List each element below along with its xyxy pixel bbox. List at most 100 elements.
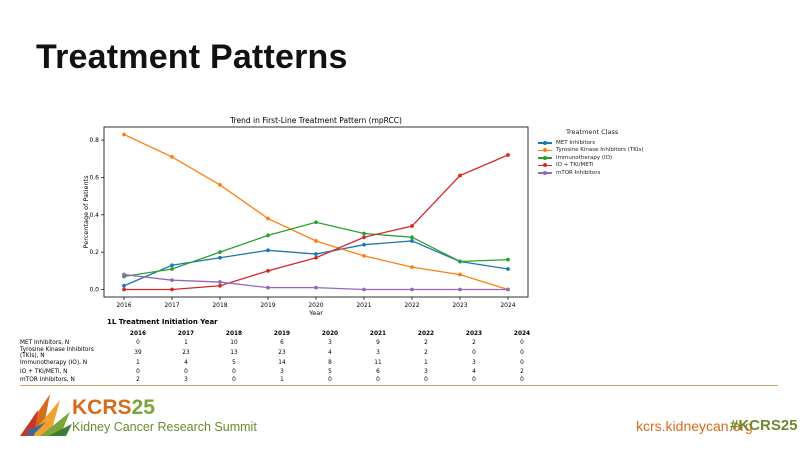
chart-title: Trend in First-Line Treatment Pattern (m…	[229, 116, 402, 125]
row-label: IO + TKI/METi, N	[20, 368, 68, 375]
data-point	[122, 287, 126, 292]
data-point	[170, 278, 174, 283]
website-link[interactable]: kcrs.kidneycan.org	[636, 418, 753, 434]
count-cell: 0	[472, 350, 476, 356]
count-cell: 4	[328, 350, 332, 356]
count-cell: 14	[278, 360, 286, 367]
count-cell: 2	[520, 368, 524, 375]
logo-num: 25	[131, 396, 155, 419]
counts-year-header: 2018	[225, 331, 243, 338]
y-axis-label: Percentage of Patients	[82, 175, 90, 249]
logo-kcrs-text: KCRS25	[72, 396, 155, 420]
count-cell: 2	[136, 377, 140, 384]
count-cell: 0	[328, 377, 332, 384]
kcrs-logo-icon	[20, 394, 72, 436]
count-cell: 0	[472, 377, 476, 384]
logo-kcrs: KCRS	[72, 396, 132, 419]
legend-item: mTOR Inhibitors	[538, 169, 644, 177]
x-tick-label: 2020	[308, 302, 323, 309]
x-axis-label: Year	[308, 309, 323, 317]
series-line	[123, 221, 509, 278]
table-row: Tyrosine Kinase Inhibitors (TKIs), N 39 23…	[20, 347, 546, 359]
legend-label: mTOR Inhibitors	[556, 169, 601, 176]
count-cell: 0	[520, 360, 524, 367]
data-point	[458, 272, 462, 277]
logo-subtitle: Kidney Cancer Research Summit	[72, 420, 257, 434]
x-tick-label: 2022	[404, 302, 419, 309]
row-label: mTOR Inhibitors, N	[20, 377, 75, 384]
legend-label: MET Inhibitors	[556, 139, 596, 146]
legend-label: IO + TKI/METi	[556, 162, 594, 169]
legend-swatch	[538, 147, 552, 154]
table-row: mTOR Inhibitors, N 2 3 0 1 0 0 0 0 0	[20, 376, 546, 385]
legend-item: MET Inhibitors	[538, 139, 644, 147]
data-point	[266, 285, 270, 290]
counts-header-blank	[20, 330, 114, 339]
count-cell: 1	[184, 339, 188, 346]
legend-swatch	[538, 169, 552, 176]
data-point	[170, 287, 174, 292]
data-point	[218, 280, 222, 284]
count-cell: 0	[520, 377, 524, 384]
data-point	[266, 268, 270, 273]
data-point	[506, 287, 510, 292]
data-point	[410, 265, 414, 270]
table-row: MET Inhibitors, N 0 1 10 6 3 9 2 2 0	[20, 339, 546, 348]
counts-year-header: 2021	[369, 331, 387, 338]
legend-swatch	[538, 139, 552, 146]
counts-table-title: 1L Treatment Initiation Year	[107, 318, 218, 326]
count-cell: 6	[280, 339, 284, 346]
series-line	[123, 240, 509, 287]
count-cell: 39	[134, 350, 142, 356]
count-cell: 0	[136, 339, 140, 346]
x-tick-label: 2018	[212, 302, 227, 309]
slide-title: Treatment Patterns	[36, 38, 348, 76]
data-point	[410, 224, 414, 228]
legend-item: IO + TKI/METi	[538, 162, 644, 170]
data-point	[362, 231, 366, 236]
table-row: Immunotherapy (IO), N 1 4 5 14 8 11 1 3 0	[20, 359, 546, 368]
count-cell: 23	[182, 350, 190, 356]
count-cell: 3	[472, 360, 476, 367]
count-cell: 23	[278, 350, 286, 356]
data-point	[362, 242, 366, 247]
count-cell: 3	[184, 377, 188, 384]
legend-label: Tyrosine Kinase Inhibitors (TKIs)	[556, 147, 644, 154]
count-cell: 2	[424, 350, 428, 356]
data-point	[362, 254, 366, 258]
data-point	[314, 239, 318, 243]
data-point	[266, 233, 270, 238]
y-tick-label: 0.6	[89, 174, 99, 181]
data-point	[122, 272, 126, 277]
counts-year-header: 2022	[417, 331, 435, 338]
data-point	[218, 250, 222, 255]
count-cell: 0	[232, 377, 236, 384]
data-point	[410, 235, 414, 240]
x-tick-label: 2016	[116, 302, 131, 309]
x-tick-label: 2021	[356, 302, 371, 309]
data-point	[218, 183, 222, 187]
count-cell: 4	[184, 360, 188, 367]
data-point	[458, 259, 462, 264]
data-point	[458, 173, 462, 178]
counts-table: 2016 2017 2018 2019 2020 2021 2022 2023 2024 MET…	[20, 330, 546, 385]
data-point	[410, 287, 414, 292]
count-cell: 3	[424, 368, 428, 375]
count-cell: 10	[230, 339, 238, 346]
data-point	[122, 283, 126, 288]
counts-year-header: 2024	[513, 331, 531, 338]
data-point	[362, 287, 366, 292]
count-cell: 2	[472, 339, 476, 346]
count-cell: 3	[328, 339, 332, 346]
row-label: Tyrosine Kinase Inhibitors (TKIs), N	[20, 347, 94, 359]
count-cell: 0	[184, 368, 188, 375]
chart-legend: Treatment Class MET Inhibitors Tyrosine K…	[538, 128, 644, 177]
count-cell: 1	[424, 360, 428, 367]
counts-year-header: 2023	[465, 331, 483, 338]
legend-item: Tyrosine Kinase Inhibitors (TKIs)	[538, 147, 644, 155]
count-cell: 0	[232, 368, 236, 375]
y-tick-label: 0.0	[89, 287, 99, 294]
data-point	[314, 220, 318, 225]
data-point	[362, 235, 366, 240]
